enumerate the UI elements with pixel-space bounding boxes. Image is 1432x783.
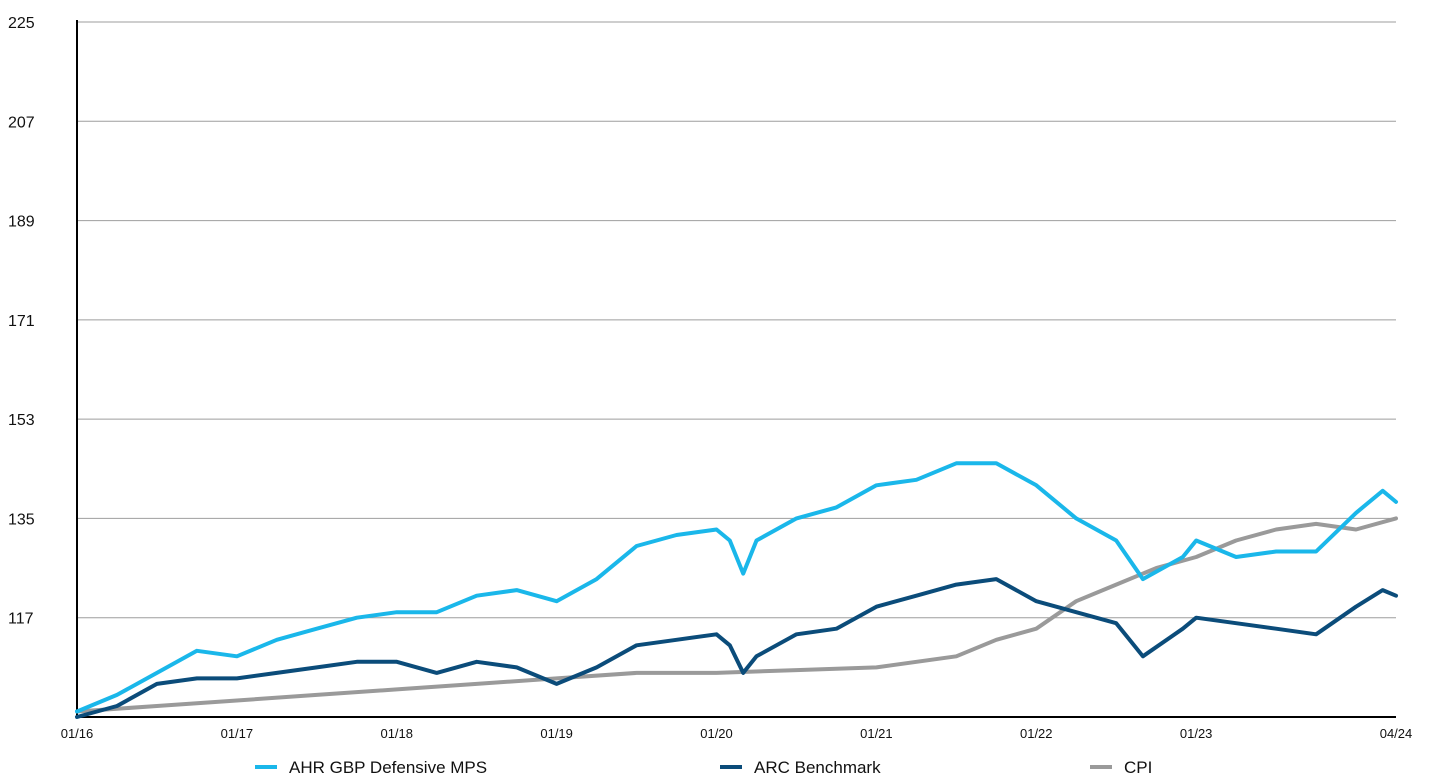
legend-label-ahr-gbp-defensive-mps: AHR GBP Defensive MPS bbox=[289, 758, 487, 777]
gridlines bbox=[77, 21, 1396, 619]
y-tick-label: 171 bbox=[8, 313, 35, 330]
x-tick-label: 01/16 bbox=[61, 726, 94, 741]
x-tick-label: 01/19 bbox=[540, 726, 573, 741]
y-tick-label: 225 bbox=[8, 15, 35, 32]
axes bbox=[76, 20, 1396, 718]
x-tick-label: 01/17 bbox=[221, 726, 254, 741]
y-tick-label: 207 bbox=[8, 114, 35, 131]
x-tick-label: 01/22 bbox=[1020, 726, 1053, 741]
x-tick-label: 04/24 bbox=[1380, 726, 1413, 741]
y-tick-label: 117 bbox=[8, 611, 34, 628]
y-tick-label: 189 bbox=[8, 214, 35, 231]
series-lines bbox=[75, 461, 1398, 719]
series-line-arc-benchmark bbox=[75, 577, 1398, 719]
series-line-ahr-gbp-defensive-mps bbox=[75, 461, 1398, 714]
x-tick-label: 01/18 bbox=[380, 726, 413, 741]
x-axis-ticks: 01/16 01/17 01/18 01/19 01/20 01/21 01/22 01/23… bbox=[61, 726, 1413, 741]
x-tick-label: 01/20 bbox=[700, 726, 733, 741]
legend-label-cpi: CPI bbox=[1124, 758, 1152, 777]
y-tick-label: 153 bbox=[8, 412, 35, 429]
x-tick-label: 01/23 bbox=[1180, 726, 1213, 741]
x-tick-label: 01/21 bbox=[860, 726, 893, 741]
y-tick-label: 135 bbox=[8, 511, 35, 528]
y-axis-ticks: 225 207 189 171 153 135 117 bbox=[8, 15, 35, 628]
legend: AHR GBP Defensive MPS ARC Benchmark CPI bbox=[255, 758, 1152, 777]
legend-label-arc-benchmark: ARC Benchmark bbox=[754, 758, 881, 777]
series-line-cpi bbox=[75, 516, 1398, 714]
